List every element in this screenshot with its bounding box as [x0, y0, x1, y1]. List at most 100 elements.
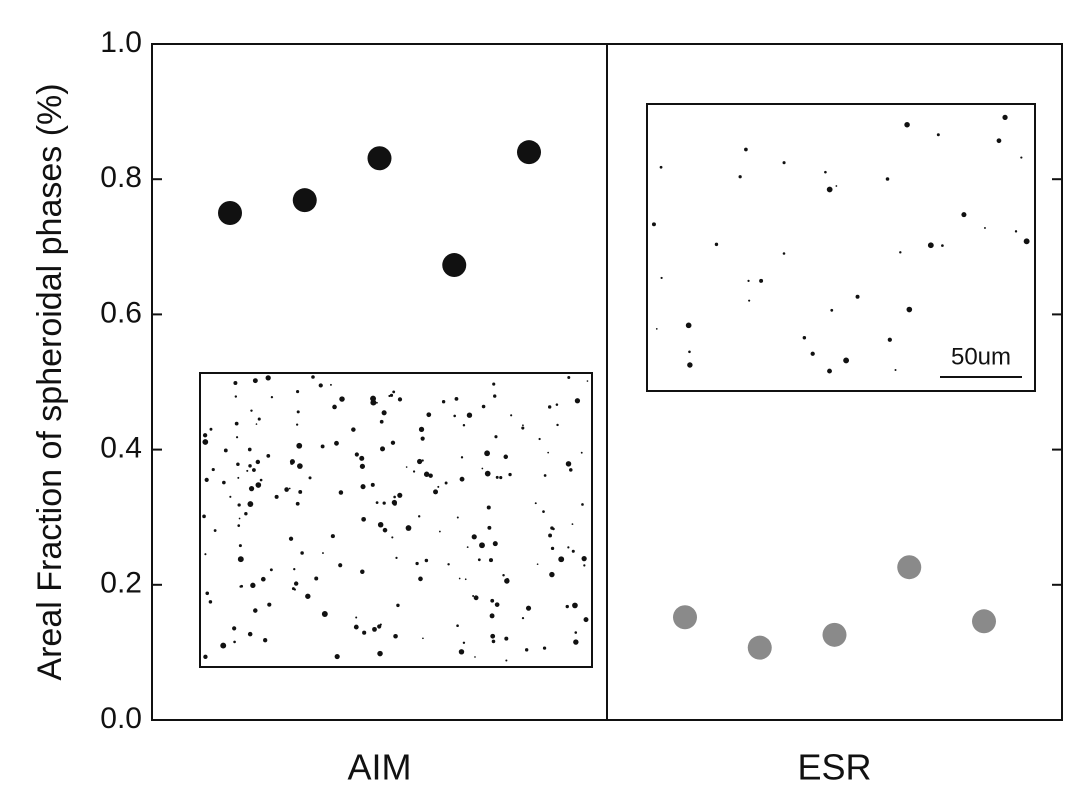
- x-tick-label: AIM: [347, 747, 411, 788]
- inset-particle: [537, 563, 539, 565]
- inset-particle: [467, 413, 472, 418]
- inset-particle: [542, 510, 545, 513]
- inset-particle: [997, 138, 1002, 143]
- inset-particle: [248, 464, 251, 467]
- inset-particle: [205, 592, 209, 596]
- inset-particle: [827, 187, 833, 193]
- inset-particle: [492, 640, 496, 644]
- inset-particle: [961, 212, 966, 217]
- inset-particle: [484, 450, 490, 456]
- inset-particle: [474, 656, 476, 658]
- inset-particle: [334, 441, 339, 446]
- inset-particle: [237, 477, 239, 479]
- inset-particle: [296, 390, 299, 393]
- inset-particle: [567, 546, 569, 548]
- inset-particle: [573, 639, 578, 644]
- inset-particle: [246, 470, 248, 472]
- inset-particle: [248, 632, 253, 637]
- inset-particle: [504, 637, 508, 641]
- inset-particle: [220, 643, 226, 649]
- inset-particle: [547, 452, 549, 454]
- inset-particle: [253, 608, 258, 613]
- inset-particle: [660, 277, 662, 279]
- point: [368, 146, 392, 170]
- inset-particle: [544, 474, 547, 477]
- inset-particle: [331, 534, 335, 538]
- inset-particle: [239, 544, 242, 547]
- inset-particle: [203, 433, 207, 437]
- inset-particle: [1024, 238, 1030, 244]
- y-tick-label: 1.0: [100, 26, 142, 59]
- inset-particle: [494, 435, 497, 438]
- inset-particle: [392, 390, 395, 393]
- inset-particle: [238, 503, 241, 506]
- inset-particle: [293, 568, 295, 570]
- inset-particle: [886, 177, 890, 181]
- inset-particle: [461, 456, 463, 458]
- inset-particle: [548, 405, 551, 408]
- inset-particle: [418, 515, 420, 517]
- inset-particle: [415, 562, 418, 565]
- inset-particle: [256, 460, 260, 464]
- inset-particle: [899, 251, 901, 253]
- inset-particle: [253, 378, 258, 383]
- inset-particle: [843, 358, 849, 364]
- inset-particle: [495, 602, 500, 607]
- x-tick-label: ESR: [797, 747, 871, 788]
- inset-particle: [406, 466, 408, 468]
- inset-particle: [270, 568, 273, 571]
- scale-bar-label: 50um: [951, 343, 1011, 370]
- inset-particle: [543, 646, 546, 649]
- inset-particle: [214, 529, 217, 532]
- inset-particle: [538, 438, 540, 440]
- inset-particle: [485, 471, 491, 477]
- inset-particle: [236, 436, 238, 438]
- point: [517, 140, 541, 164]
- inset-particle: [256, 423, 258, 425]
- inset-particle: [305, 594, 310, 599]
- inset-particle: [551, 547, 554, 550]
- inset-particle: [382, 410, 387, 415]
- inset-particle: [361, 484, 366, 489]
- inset-particle: [582, 556, 587, 561]
- inset-particle: [391, 441, 395, 445]
- y-tick-label: 0.4: [100, 432, 142, 465]
- inset-particle: [332, 405, 337, 410]
- inset-particle: [566, 461, 571, 466]
- inset-particle: [456, 624, 459, 627]
- inset-particle: [535, 502, 537, 504]
- inset-particle: [566, 605, 569, 608]
- inset-particle: [830, 309, 833, 312]
- inset-particle: [237, 524, 240, 527]
- inset-particle: [824, 171, 827, 174]
- inset-particle: [459, 578, 461, 580]
- inset-particle: [1020, 157, 1022, 159]
- inset-particle: [204, 553, 206, 555]
- y-tick-label: 0.2: [100, 567, 142, 600]
- inset-particle: [258, 418, 261, 421]
- inset-particle: [687, 362, 692, 367]
- inset-particle: [895, 369, 897, 371]
- inset-particle: [803, 336, 806, 339]
- inset-particle: [572, 550, 575, 553]
- inset-particle: [490, 634, 495, 639]
- inset-particle: [1015, 230, 1017, 232]
- inset-particle: [581, 452, 583, 454]
- inset-particle: [439, 531, 441, 533]
- inset-particle: [222, 481, 226, 485]
- inset-particle: [747, 280, 749, 282]
- inset-particle: [572, 523, 574, 525]
- inset-particle: [314, 577, 318, 581]
- inset-frame: [200, 373, 592, 667]
- inset-particle: [393, 496, 396, 499]
- inset-particle: [481, 468, 483, 470]
- inset-particle: [904, 122, 909, 127]
- inset-particle: [584, 617, 589, 622]
- inset-particle: [361, 517, 366, 522]
- page: {"chart_data": {"type": "scatter", "ylab…: [0, 0, 1072, 793]
- inset-particle: [289, 488, 291, 490]
- inset-particle: [395, 557, 397, 559]
- inset-particle: [372, 627, 377, 632]
- inset-particle: [490, 599, 494, 603]
- inset-particle: [463, 424, 465, 426]
